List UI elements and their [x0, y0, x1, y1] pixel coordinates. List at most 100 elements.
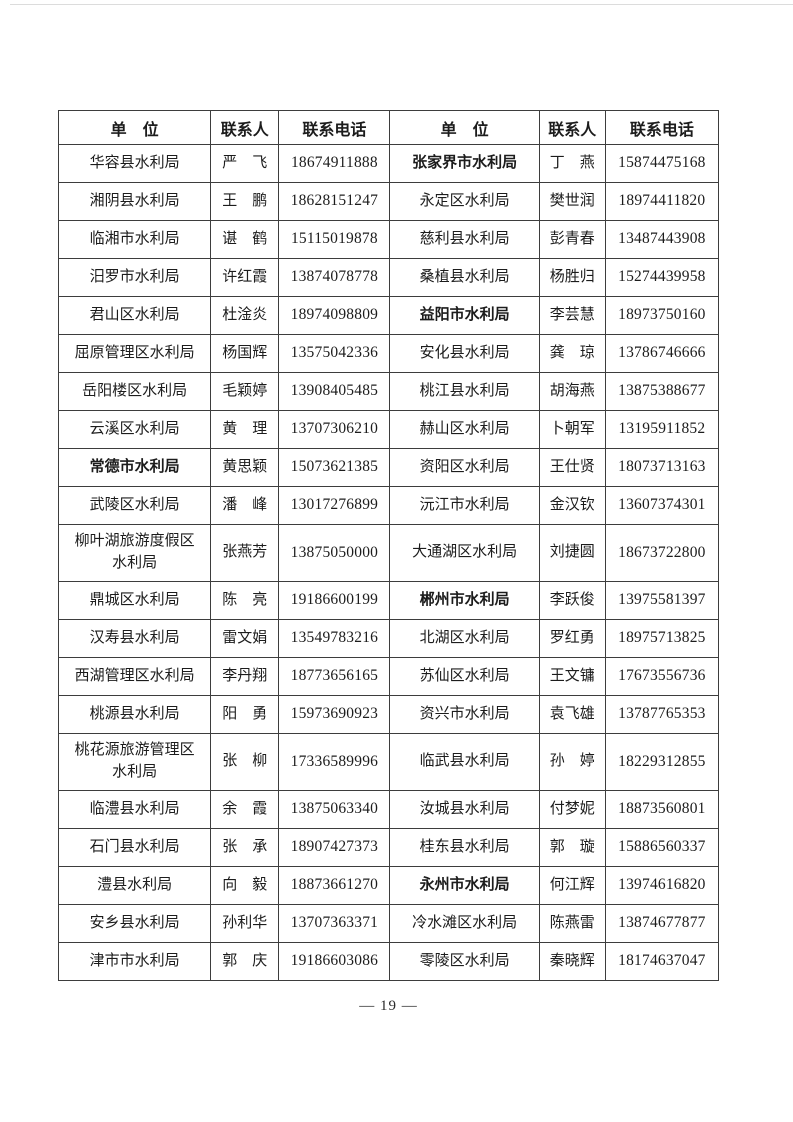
contact-cell: 杨国辉: [210, 334, 280, 373]
unit-cell: 云溪区水利局: [57, 410, 212, 449]
unit-cell: 湘阴县水利局: [57, 182, 212, 221]
phone-cell: 15874475168: [604, 144, 720, 183]
contact-cell: 卜朝军: [538, 410, 606, 449]
contact-cell: 樊世润: [538, 182, 606, 221]
phone-cell: 19186600199: [278, 581, 391, 620]
unit-cell: 临武县水利局: [389, 733, 540, 791]
contact-cell: 黄思颖: [210, 448, 280, 487]
contact-cell: 阳 勇: [210, 695, 280, 734]
unit-cell: 柳叶湖旅游度假区 水利局: [57, 524, 212, 582]
contact-cell: 雷文娟: [210, 619, 280, 658]
phone-cell: 17336589996: [278, 733, 391, 791]
unit-cell: 临湘市水利局: [57, 220, 212, 259]
column-header-phone-left: 联系电话: [278, 110, 391, 145]
phone-cell: 17673556736: [604, 657, 720, 696]
unit-cell: 津市市水利局: [57, 942, 212, 981]
phone-cell: 18973750160: [604, 296, 720, 335]
phone-cell: 18773656165: [278, 657, 391, 696]
column-header-contact-left: 联系人: [210, 110, 280, 145]
unit-cell: 澧县水利局: [57, 866, 212, 905]
contact-cell: 罗红勇: [538, 619, 606, 658]
unit-cell: 桃江县水利局: [389, 372, 540, 411]
phone-cell: 15274439958: [604, 258, 720, 297]
unit-cell: 资兴市水利局: [389, 695, 540, 734]
unit-cell: 苏仙区水利局: [389, 657, 540, 696]
unit-cell: 永州市水利局: [389, 866, 540, 905]
contact-cell: 陈 亮: [210, 581, 280, 620]
column-header-contact-right: 联系人: [538, 110, 606, 145]
phone-cell: 18073713163: [604, 448, 720, 487]
phone-cell: 13707363371: [278, 904, 391, 943]
unit-cell: 零陵区水利局: [389, 942, 540, 981]
table-row: 柳叶湖旅游度假区 水利局 张燕芳 13875050000 大通湖区水利局 刘捷圆 1867…: [57, 524, 720, 582]
table-body: 华容县水利局严 飞 18674911888 张家界市水利局丁 燕 1587447516…: [57, 144, 720, 981]
table-row: 湘阴县水利局王 鹏 18628151247 永定区水利局 樊世润 18974411820: [57, 182, 720, 221]
contact-cell: 张 柳: [210, 733, 280, 791]
unit-cell: 西湖管理区水利局: [57, 657, 212, 696]
contact-cell: 谌 鹤: [210, 220, 280, 259]
phone-cell: 13707306210: [278, 410, 391, 449]
unit-cell: 郴州市水利局: [389, 581, 540, 620]
unit-cell: 慈利县水利局: [389, 220, 540, 259]
unit-cell: 临澧县水利局: [57, 790, 212, 829]
contact-cell: 李跃俊: [538, 581, 606, 620]
contact-cell: 毛颖婷: [210, 372, 280, 411]
page-number: — 19 —: [359, 998, 418, 1014]
unit-cell: 桃源县水利局: [57, 695, 212, 734]
unit-cell: 鼎城区水利局: [57, 581, 212, 620]
contact-cell: 郭 璇: [538, 828, 606, 867]
phone-cell: 18907427373: [278, 828, 391, 867]
table-row: 桃花源旅游管理区 水利局张 柳 17336589996 临武县水利局孙 婷 18229…: [57, 733, 720, 791]
table-row: 西湖管理区水利局 李丹翔 18773656165 苏仙区水利局 王文镛 176735567…: [57, 657, 720, 696]
table-row: 汉寿县水利局 雷文娟 13549783216 北湖区水利局 罗红勇 18975713825: [57, 619, 720, 658]
table-row: 石门县水利局张 承 18907427373 桂东县水利局郭 璇 15886560337: [57, 828, 720, 867]
contact-cell: 孙利华: [210, 904, 280, 943]
contact-cell: 李芸慧: [538, 296, 606, 335]
table-row: 君山区水利局 杜淦炎 18974098809 益阳市水利局 李芸慧 18973750160: [57, 296, 720, 335]
phone-cell: 13874677877: [604, 904, 720, 943]
phone-cell: 13975581397: [604, 581, 720, 620]
phone-cell: 13195911852: [604, 410, 720, 449]
phone-cell: 13607374301: [604, 486, 720, 525]
unit-cell: 武陵区水利局: [57, 486, 212, 525]
unit-cell: 桑植县水利局: [389, 258, 540, 297]
table-row: 华容县水利局严 飞 18674911888 张家界市水利局丁 燕 1587447516…: [57, 144, 720, 183]
table-row: 津市市水利局郭 庆 19186603086 零陵区水利局 秦晓辉 18174637047: [57, 942, 720, 981]
contact-cell: 彭青春: [538, 220, 606, 259]
unit-cell: 冷水滩区水利局: [389, 904, 540, 943]
phone-cell: 13875063340: [278, 790, 391, 829]
contact-cell: 张 承: [210, 828, 280, 867]
phone-cell: 18674911888: [278, 144, 391, 183]
contact-cell: 何江辉: [538, 866, 606, 905]
phone-cell: 13786746666: [604, 334, 720, 373]
unit-cell: 桂东县水利局: [389, 828, 540, 867]
unit-cell: 永定区水利局: [389, 182, 540, 221]
phone-cell: 15073621385: [278, 448, 391, 487]
unit-cell: 桃花源旅游管理区 水利局: [57, 733, 212, 791]
table-row: 鼎城区水利局陈 亮 19186600199 郴州市水利局 李跃俊 13975581397: [57, 581, 720, 620]
table-row: 澧县水利局向 毅 18873661270 永州市水利局 何江辉 13974616820: [57, 866, 720, 905]
contact-cell: 孙 婷: [538, 733, 606, 791]
contact-cell: 胡海燕: [538, 372, 606, 411]
phone-cell: 18628151247: [278, 182, 391, 221]
document-page: 单 位 联系人 联系电话 单 位 联系人 联系电话 华容县水利局严 飞 18674…: [57, 110, 720, 1015]
table-row: 屈原管理区水利局 杨国辉 13575042336 安化县水利局龚 琼 137867466…: [57, 334, 720, 373]
phone-cell: 18974411820: [604, 182, 720, 221]
contact-cell: 金汉钦: [538, 486, 606, 525]
contact-cell: 黄 理: [210, 410, 280, 449]
contact-cell: 潘 峰: [210, 486, 280, 525]
unit-cell: 汨罗市水利局: [57, 258, 212, 297]
unit-cell: 资阳区水利局: [389, 448, 540, 487]
table-row: 云溪区水利局黄 理 13707306210 赫山区水利局 卜朝军 13195911852: [57, 410, 720, 449]
table-row: 临湘市水利局谌 鹤 15115019878 慈利县水利局 彭青春 13487443908: [57, 220, 720, 259]
unit-cell: 大通湖区水利局: [389, 524, 540, 582]
phone-cell: 13575042336: [278, 334, 391, 373]
contact-cell: 袁飞雄: [538, 695, 606, 734]
table-header: 单 位 联系人 联系电话 单 位 联系人 联系电话: [57, 110, 720, 145]
table-row: 常德市水利局 黄思颖 15073621385 资阳区水利局 王仕贤 18073713163: [57, 448, 720, 487]
phone-cell: 13875388677: [604, 372, 720, 411]
table-row: 安乡县水利局 孙利华 13707363371 冷水滩区水利局 陈燕雷 1387467787…: [57, 904, 720, 943]
phone-cell: 15973690923: [278, 695, 391, 734]
unit-cell: 石门县水利局: [57, 828, 212, 867]
contact-cell: 张燕芳: [210, 524, 280, 582]
